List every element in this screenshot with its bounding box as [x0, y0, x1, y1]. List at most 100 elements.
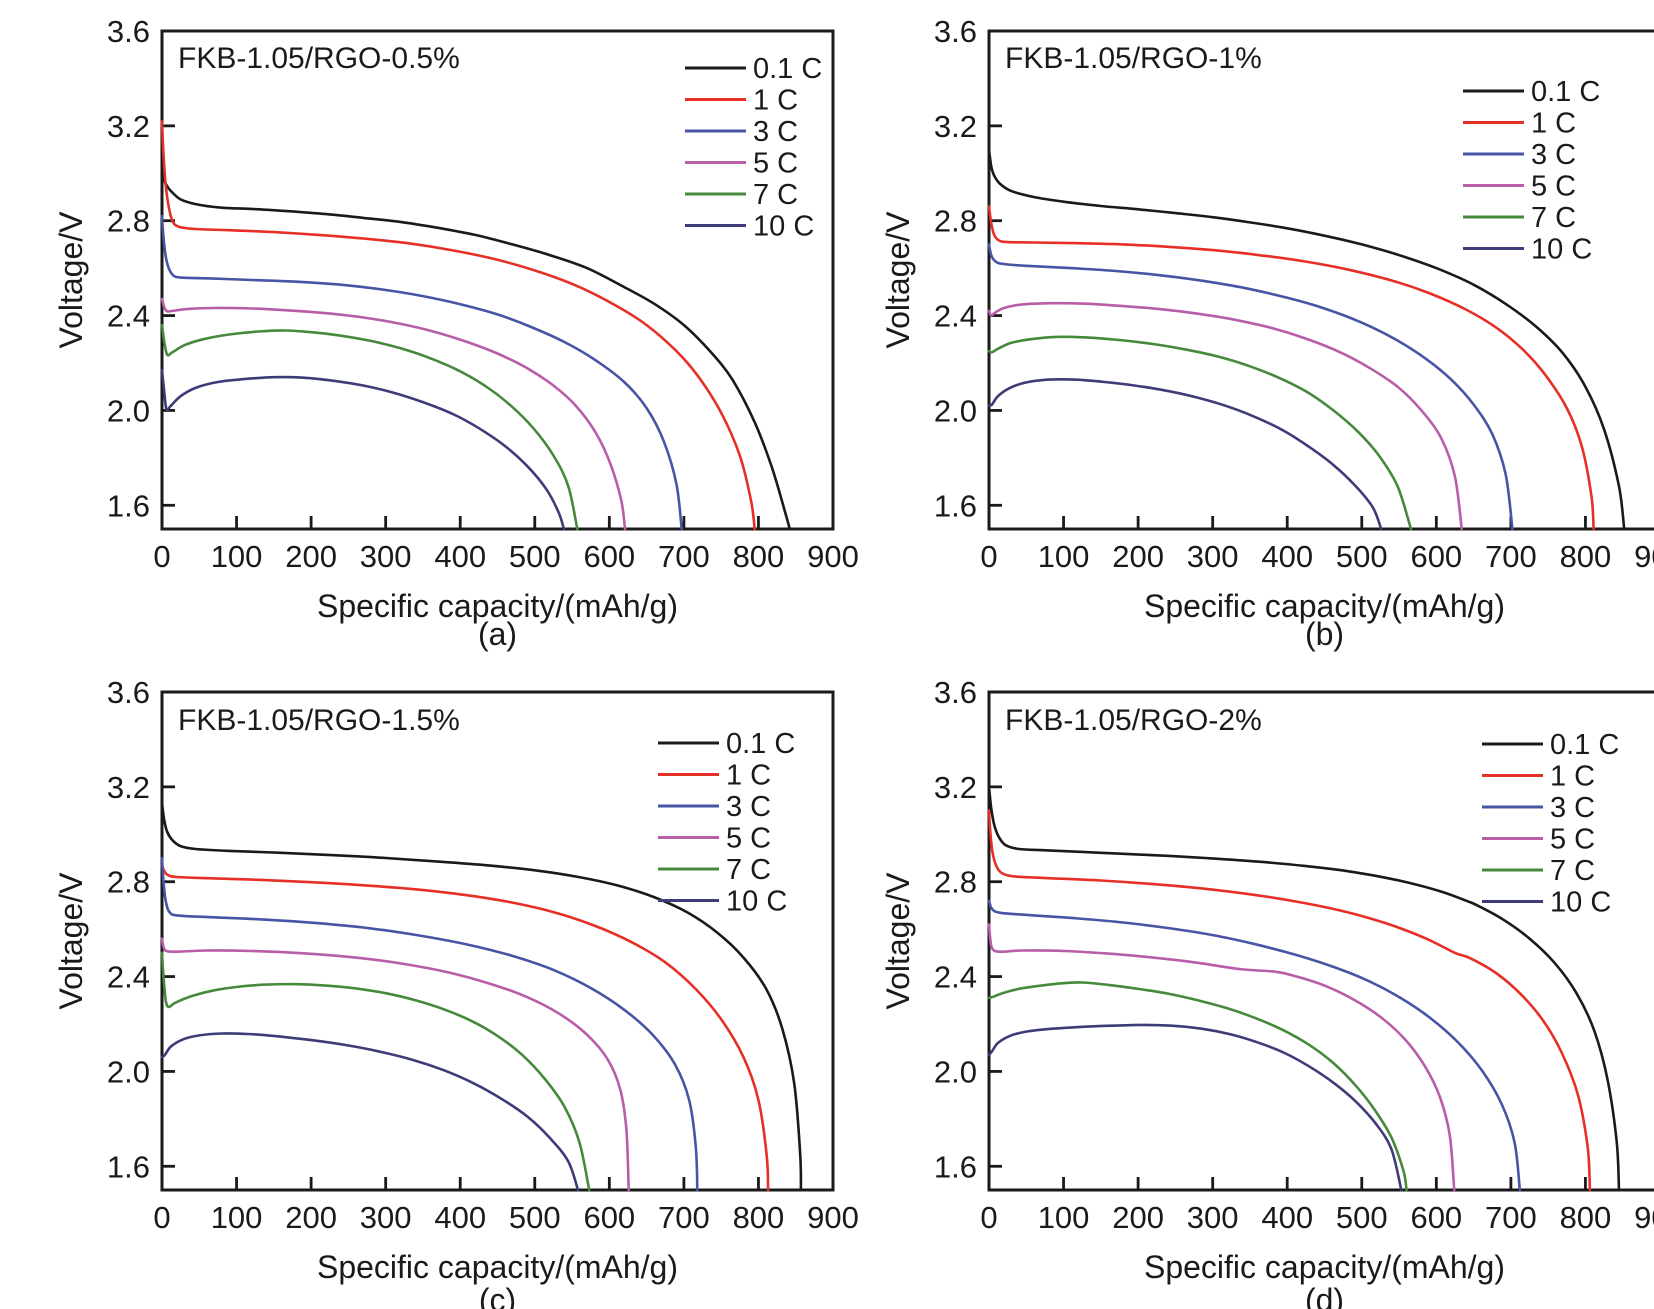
- y-axis-label: Voltage/V: [880, 872, 916, 1010]
- x-axis-label: Specific capacity/(mAh/g): [317, 1249, 678, 1285]
- x-tick-label: 100: [1038, 539, 1090, 574]
- panel-d: 0 100 200 300 400 500 600 700 800 900 1.6 2.0 2.4 2.8…: [867, 670, 1654, 1309]
- x-tick-label: 700: [1485, 1200, 1537, 1235]
- curve-0.1-c: [987, 785, 1621, 1192]
- x-tick-label: 700: [658, 539, 710, 574]
- panel-letter-a: (a): [477, 616, 518, 652]
- y-tick-label: 2.4: [934, 299, 977, 334]
- y-tick-label: 2.0: [107, 393, 150, 428]
- curve-1-c: [160, 863, 770, 1192]
- legend-item: 5 C: [1463, 171, 1576, 203]
- curve-5-c: [987, 923, 1456, 1192]
- legend-label: 5 C: [1550, 824, 1595, 856]
- legend-item: 0.1 C: [658, 728, 795, 760]
- legend-label: 0.1 C: [1550, 729, 1619, 761]
- legend-label: 0.1 C: [1531, 76, 1600, 108]
- y-axis-label: Voltage/V: [880, 211, 916, 349]
- x-tick-label: 300: [360, 1200, 412, 1235]
- legend-item: 0.1 C: [685, 53, 822, 85]
- legend-label: 1 C: [726, 760, 771, 792]
- x-tick-label: 0: [980, 1200, 997, 1235]
- legend-item: 3 C: [1463, 139, 1576, 171]
- x-tick-label: 900: [1634, 539, 1654, 574]
- legend-item: 10 C: [1463, 234, 1592, 266]
- chart-d: 0 100 200 300 400 500 600 700 800 900 1.6 2.0 2.4 2.8…: [880, 675, 1654, 1285]
- legend-label: 3 C: [1550, 792, 1595, 824]
- legend-label: 5 C: [753, 148, 798, 180]
- panel-a: 0 100 200 300 400 500 600 700 800 900 1.6 2.0 2.4 2.8…: [40, 16, 867, 670]
- chart-c: 0 100 200 300 400 500 600 700 800 900 1.6 2.0 2.4 2.8…: [53, 675, 859, 1285]
- legend-item: 1 C: [1482, 761, 1595, 793]
- y-tick-label: 2.0: [107, 1054, 150, 1089]
- x-tick-label: 600: [1410, 1200, 1462, 1235]
- legend-label: 10 C: [1531, 234, 1592, 266]
- panel-title-a: FKB-1.05/RGO-0.5%: [178, 42, 460, 75]
- legend-label: 0.1 C: [726, 728, 795, 760]
- curve-5-c: [160, 937, 630, 1192]
- panel-c: 0 100 200 300 400 500 600 700 800 900 1.6 2.0 2.4 2.8…: [40, 670, 867, 1309]
- x-axis-label: Specific capacity/(mAh/g): [1144, 588, 1505, 624]
- legend-item: 10 C: [658, 886, 787, 918]
- curve-7-c: [160, 323, 579, 531]
- y-tick-label: 2.4: [107, 299, 150, 334]
- legend-item: 7 C: [685, 179, 798, 211]
- curve-3-c: [160, 214, 683, 531]
- x-tick-label: 0: [980, 539, 997, 574]
- legend-item: 7 C: [658, 854, 771, 886]
- panel-letter-b: (b): [1304, 616, 1345, 652]
- x-tick-label: 700: [1485, 539, 1537, 574]
- y-axis-label: Voltage/V: [53, 211, 89, 349]
- legend-item: 10 C: [1482, 887, 1611, 919]
- y-tick-label: 3.6: [107, 16, 150, 49]
- y-axis-label: Voltage/V: [53, 872, 89, 1010]
- x-tick-label: 100: [211, 1200, 263, 1235]
- x-tick-label: 200: [285, 539, 337, 574]
- legend-label: 0.1 C: [753, 53, 822, 85]
- x-tick-label: 200: [1112, 539, 1164, 574]
- x-tick-label: 100: [1038, 1200, 1090, 1235]
- legend-label: 1 C: [1531, 108, 1576, 140]
- x-tick-label: 400: [1261, 539, 1313, 574]
- x-tick-label: 0: [153, 1200, 170, 1235]
- curve-10-c: [987, 377, 1383, 531]
- legend-label: 1 C: [1550, 761, 1595, 793]
- y-tick-label: 1.6: [934, 488, 977, 523]
- curve-0.1-c: [987, 148, 1626, 531]
- panel-title-c: FKB-1.05/RGO-1.5%: [178, 704, 460, 737]
- x-tick-label: 200: [1112, 1200, 1164, 1235]
- x-axis-label: Specific capacity/(mAh/g): [317, 588, 678, 624]
- x-tick-label: 500: [1336, 539, 1388, 574]
- x-tick-label: 600: [583, 539, 635, 574]
- legend-label: 10 C: [726, 886, 787, 918]
- legend-item: 10 C: [685, 211, 814, 243]
- plot-frame: [987, 29, 1654, 531]
- curve-5-c: [160, 297, 627, 531]
- panel-title-d: FKB-1.05/RGO-2%: [1005, 704, 1262, 737]
- x-tick-label: 300: [1187, 539, 1239, 574]
- chart-a: 0 100 200 300 400 500 600 700 800 900 1.6 2.0 2.4 2.8…: [53, 16, 859, 624]
- plot-frame: [160, 29, 835, 531]
- y-tick-label: 2.8: [107, 204, 150, 239]
- y-tick-label: 1.6: [107, 1149, 150, 1184]
- chart-b: 0 100 200 300 400 500 600 700 800 900 1.6 2.0 2.4 2.8…: [880, 16, 1654, 624]
- legend-item: 1 C: [685, 85, 798, 117]
- legend-label: 3 C: [753, 116, 798, 148]
- curve-10-c: [160, 368, 566, 531]
- legend-label: 10 C: [1550, 887, 1611, 919]
- curve-7-c: [987, 335, 1413, 531]
- legend-item: 0.1 C: [1482, 729, 1619, 761]
- y-tick-label: 2.4: [934, 960, 977, 995]
- curve-1-c: [987, 809, 1592, 1192]
- legend-label: 3 C: [1531, 139, 1576, 171]
- y-tick-label: 2.4: [107, 960, 150, 995]
- y-tick-label: 1.6: [934, 1149, 977, 1184]
- curve-0.1-c: [160, 802, 803, 1192]
- x-tick-label: 900: [807, 539, 859, 574]
- legend-item: 1 C: [1463, 108, 1576, 140]
- y-tick-label: 3.6: [934, 675, 977, 710]
- x-tick-label: 300: [360, 539, 412, 574]
- legend-label: 7 C: [726, 854, 771, 886]
- legend-item: 7 C: [1463, 202, 1576, 234]
- legend-item: 1 C: [658, 760, 771, 792]
- legend-label: 10 C: [753, 211, 814, 243]
